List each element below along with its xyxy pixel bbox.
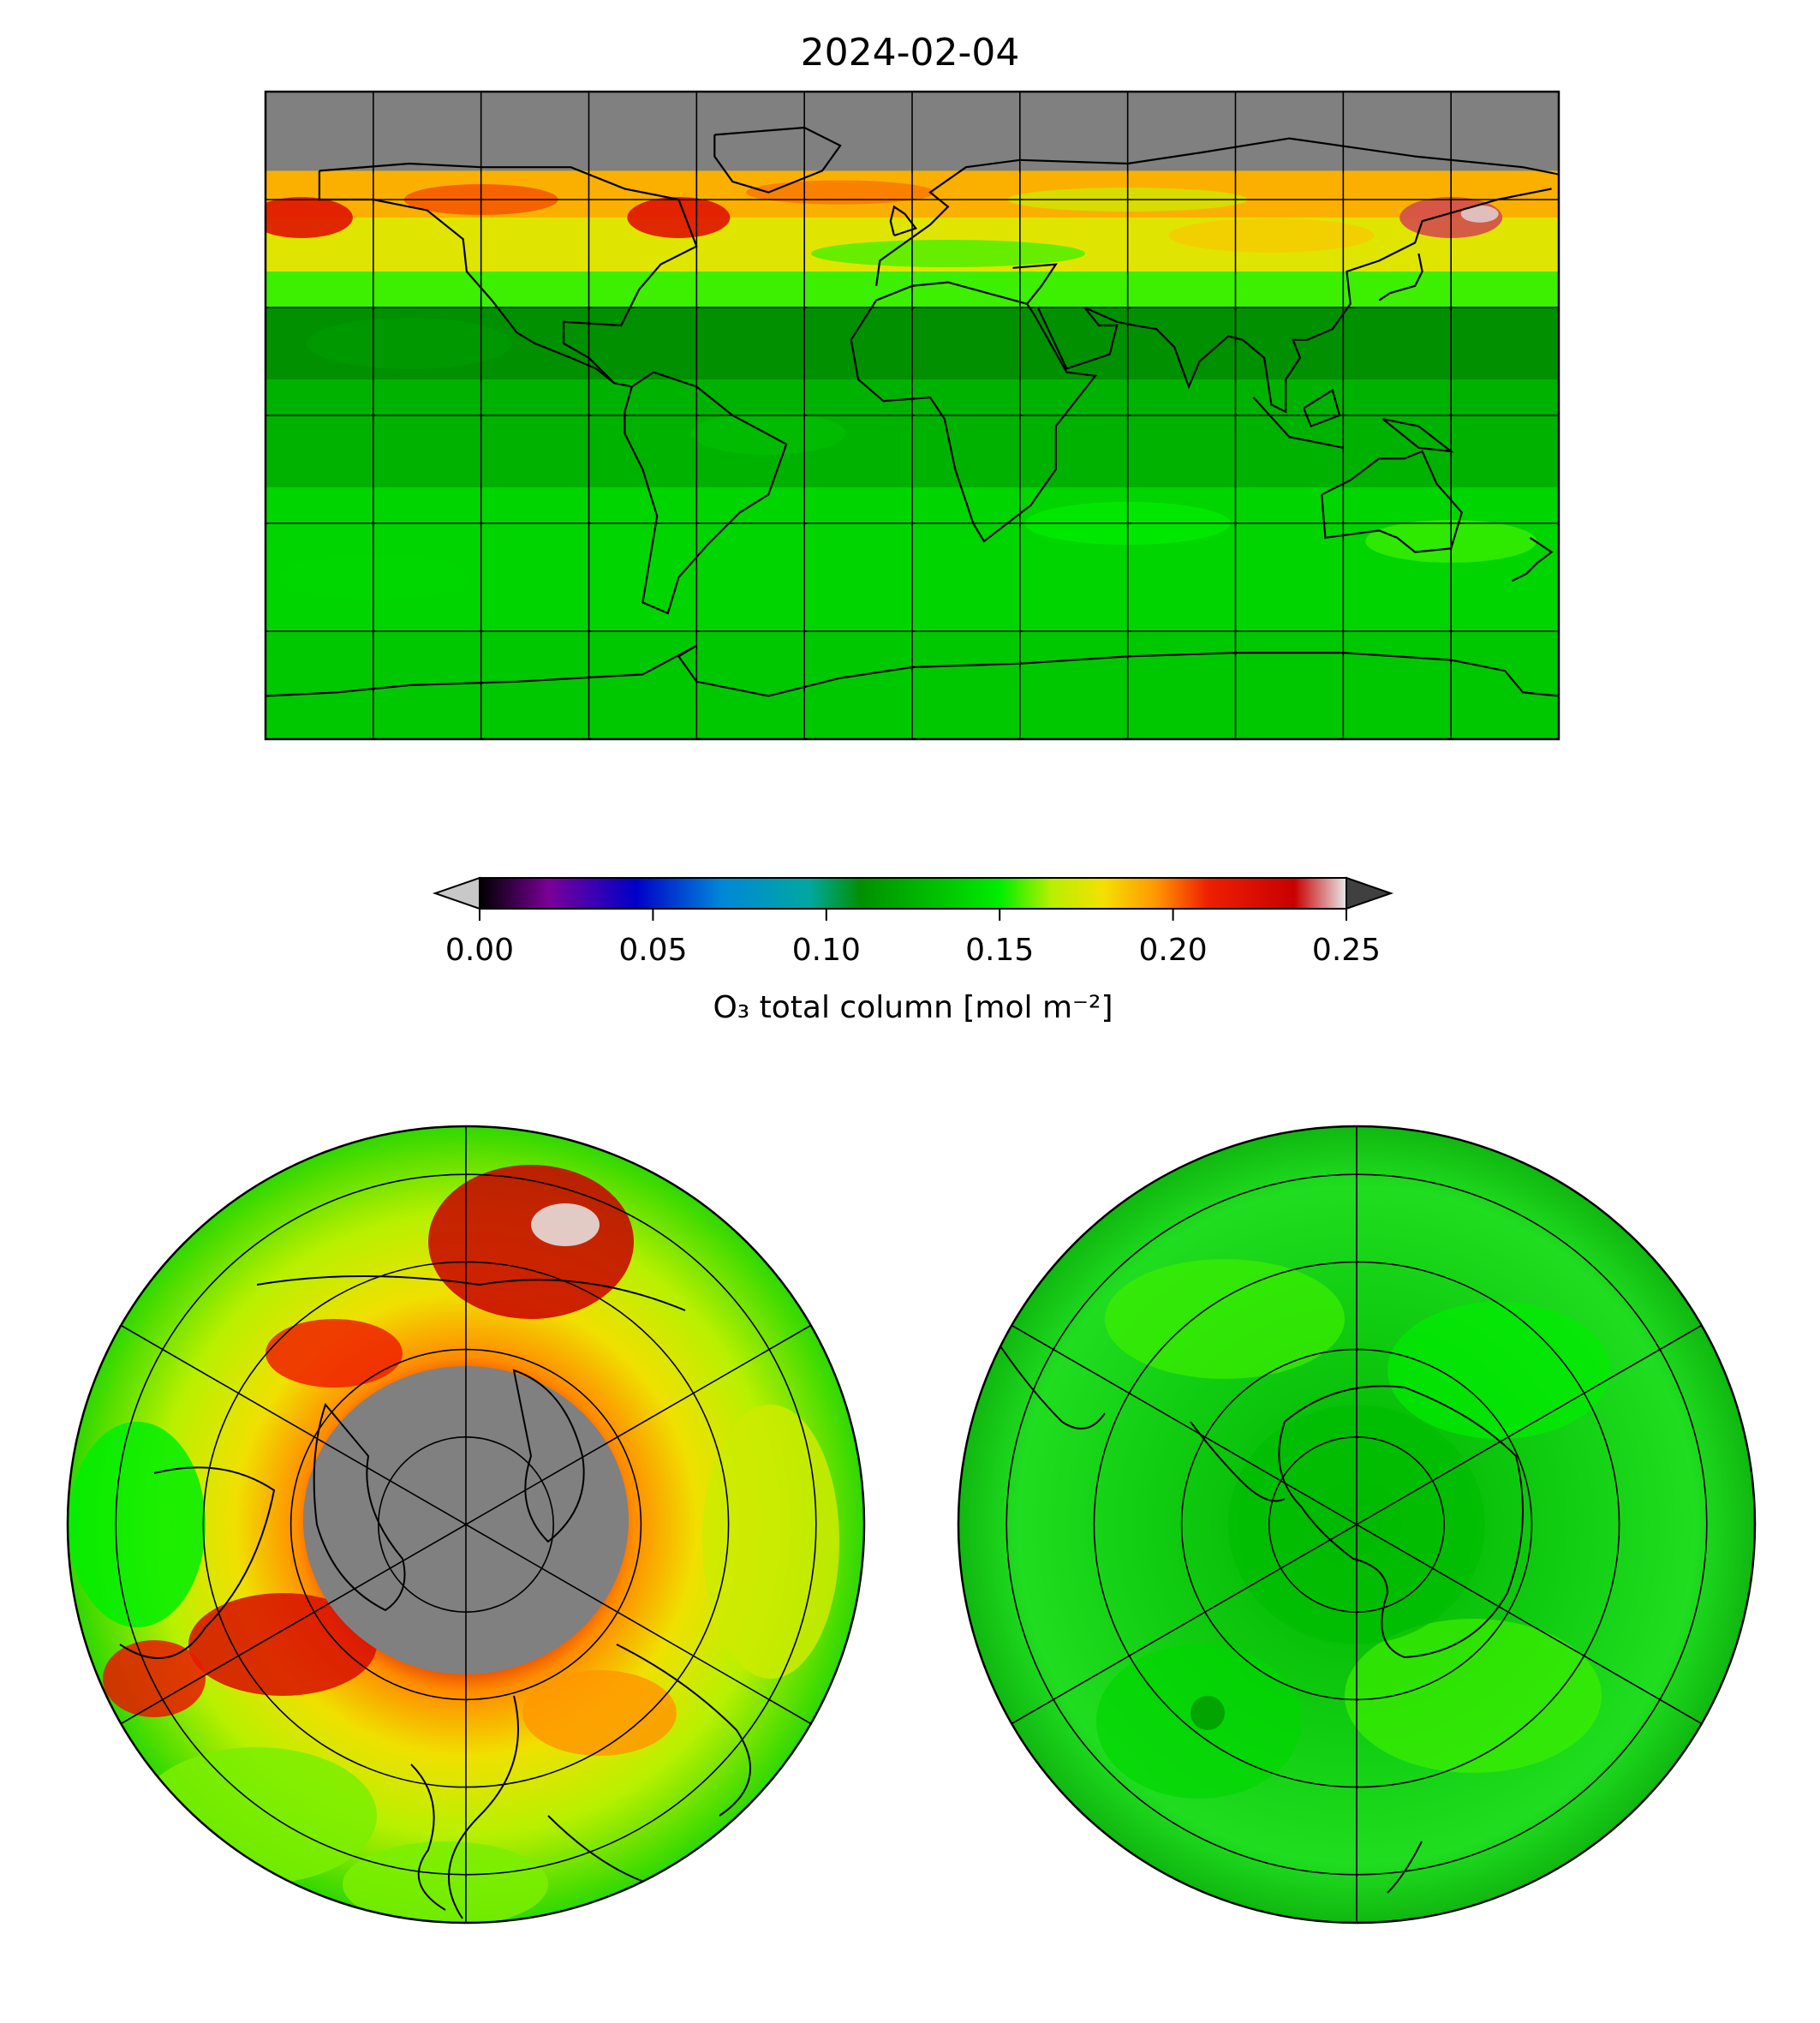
polar-meridian (1356, 1524, 1703, 1725)
south-polar-data-patch (1105, 1259, 1345, 1379)
global-data-patch (1168, 218, 1375, 253)
colorbar-label: O₃ total column [mol m⁻²] (713, 990, 1113, 1025)
north-polar-coastline (410, 1763, 446, 1911)
north-polar-coastline (512, 1369, 585, 1543)
global-map (266, 92, 1559, 739)
colorbar-over-extension (1346, 876, 1394, 910)
north-polar-data-patch (188, 1593, 377, 1696)
polar-meridian (1356, 1324, 1703, 1525)
north-polar-gridlines (115, 1126, 817, 1923)
south-polar-map (958, 1126, 1755, 1923)
global-coastline (624, 371, 788, 615)
north-polar-data-patch (69, 1422, 206, 1627)
south-polar-coastline (1278, 1385, 1524, 1659)
north-polar-coastline (616, 1644, 751, 1817)
colorbar-tick-label: 0.05 (618, 933, 687, 968)
south-polar-coastline (993, 1335, 1106, 1429)
north-polar-frame (66, 1125, 866, 1925)
global-data-patch (810, 240, 1085, 267)
north-polar-data-patch (522, 1670, 677, 1756)
north-polar-map (68, 1126, 864, 1923)
polar-meridian (1011, 1524, 1358, 1725)
south-polar-data-patch (1345, 1619, 1602, 1773)
north-polar-coastline (256, 1275, 686, 1311)
north-polar-coastline (313, 1402, 406, 1612)
south-polar-frame (957, 1125, 1757, 1925)
global-coastline (319, 162, 698, 413)
map-title: 2024-02-04 (800, 31, 1020, 75)
north-polar-coastline (547, 1815, 652, 1885)
polar-meridian (465, 1324, 812, 1525)
global-high-ozone-core (1460, 205, 1499, 223)
global-coastline (1512, 536, 1554, 582)
global-coastline (850, 281, 1097, 543)
polar-meridian (120, 1324, 467, 1525)
colorbar-ticks: 0.00 0.05 0.10 0.15 0.20 0.25 (445, 909, 1381, 968)
south-polar-data-patch (1387, 1302, 1610, 1439)
global-data-patch (306, 318, 512, 369)
polar-meridian (465, 1524, 812, 1725)
colorbar-tick-label: 0.15 (965, 933, 1034, 968)
global-data-patch (746, 180, 935, 205)
north-polar-data-patch (343, 1841, 548, 1923)
north-polar-data-patch (531, 1203, 600, 1246)
colorbar-gradient (479, 877, 1347, 910)
colorbar: 0.00 0.05 0.10 0.15 0.20 0.25 O₃ total column… (432, 876, 1394, 1025)
global-coastline (1252, 397, 1344, 449)
colorbar-tick-label: 0.20 (1139, 933, 1208, 968)
north-polar-coastline (448, 1695, 519, 1919)
global-gridlines (266, 92, 1559, 739)
global-data-patch (691, 412, 846, 455)
colorbar-tick-label: 0.10 (792, 933, 861, 968)
global-coastline (1012, 263, 1058, 305)
north-polar-coastline (119, 1466, 276, 1659)
global-coastline (875, 137, 1559, 286)
polar-meridian (120, 1524, 467, 1725)
global-coastline (1378, 253, 1423, 301)
polar-meridian (1011, 1324, 1358, 1525)
global-high-ozone-feature (627, 197, 731, 238)
north-polar-data-patch (266, 1319, 403, 1387)
colorbar-tick-label: 0.00 (445, 933, 514, 968)
north-polar-coastlines (119, 1275, 751, 1919)
colorbar-under-extension (432, 876, 480, 910)
global-coastline (1321, 450, 1464, 553)
colorbar-tick-label: 0.25 (1312, 933, 1381, 968)
global-high-ozone-feature (266, 197, 353, 238)
global-coastline (1036, 188, 1552, 414)
global-coastline (713, 126, 842, 194)
global-map-frame (264, 90, 1560, 741)
north-polar-data-patch (702, 1405, 839, 1679)
north-polar-data-patch (428, 1165, 634, 1319)
south-polar-data-patch (1190, 1696, 1225, 1730)
south-polar-gridlines (1005, 1126, 1708, 1923)
north-polar-data-patch (103, 1640, 206, 1717)
